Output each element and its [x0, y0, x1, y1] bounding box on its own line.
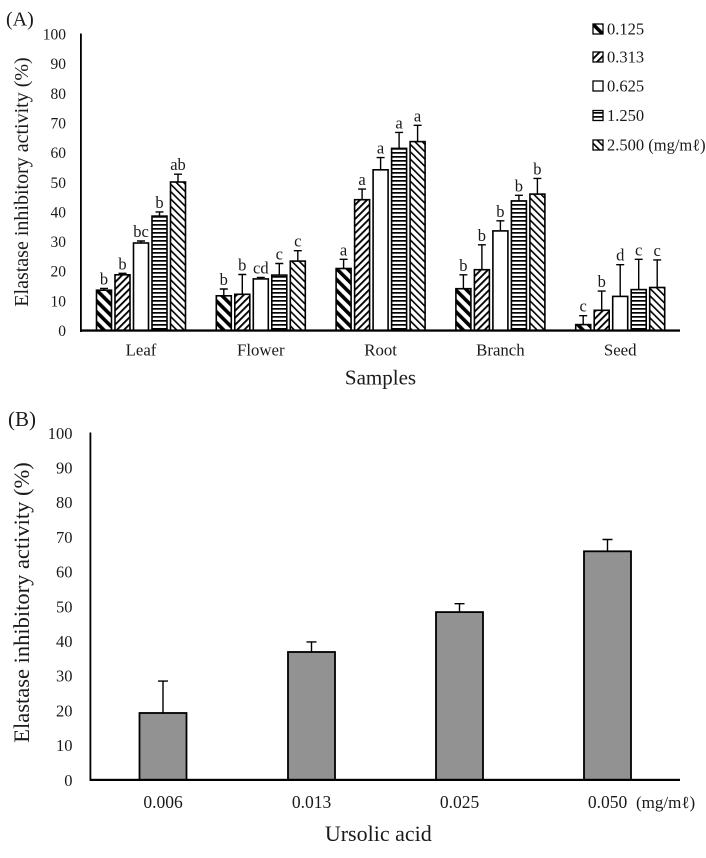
- svg-text:70: 70: [56, 528, 73, 547]
- svg-text:50: 50: [56, 597, 73, 616]
- svg-text:Branch: Branch: [476, 341, 525, 360]
- svg-text:2.500 (mg/mℓ): 2.500 (mg/mℓ): [607, 135, 706, 154]
- svg-text:Elastase inhibitory activity (: Elastase inhibitory activity (%): [11, 57, 33, 306]
- svg-text:b: b: [459, 256, 467, 275]
- svg-text:Root: Root: [364, 341, 397, 360]
- svg-text:d: d: [616, 246, 625, 265]
- svg-text:b: b: [100, 269, 108, 288]
- svg-text:c: c: [635, 240, 642, 259]
- svg-text:60: 60: [51, 145, 67, 162]
- svg-text:ab: ab: [170, 155, 186, 174]
- svg-text:50: 50: [51, 175, 67, 192]
- svg-text:Elastase inhibitory activity (: Elastase inhibitory activity (%): [9, 462, 34, 743]
- svg-text:a: a: [395, 113, 403, 132]
- svg-text:b: b: [515, 176, 523, 195]
- svg-text:0: 0: [64, 771, 72, 790]
- svg-text:30: 30: [56, 667, 73, 686]
- svg-text:b: b: [598, 272, 606, 291]
- svg-text:a: a: [340, 240, 348, 259]
- svg-text:80: 80: [56, 493, 73, 512]
- svg-text:a: a: [358, 170, 366, 189]
- svg-text:0.006: 0.006: [143, 792, 183, 812]
- svg-text:Flower: Flower: [237, 341, 285, 360]
- svg-text:Seed: Seed: [604, 341, 637, 360]
- svg-text:100: 100: [43, 27, 67, 44]
- svg-text:0.050: 0.050: [588, 792, 628, 812]
- svg-text:b: b: [533, 159, 541, 178]
- svg-text:60: 60: [56, 563, 73, 582]
- svg-text:0.025: 0.025: [440, 792, 480, 812]
- svg-text:40: 40: [51, 204, 67, 221]
- svg-text:90: 90: [56, 459, 73, 478]
- svg-text:c: c: [294, 232, 301, 251]
- svg-text:b: b: [118, 254, 126, 273]
- svg-text:bc: bc: [133, 222, 149, 241]
- svg-text:b: b: [220, 270, 228, 289]
- svg-text:10: 10: [51, 293, 67, 310]
- svg-text:Leaf: Leaf: [126, 341, 157, 360]
- svg-text:b: b: [478, 226, 486, 245]
- svg-text:a: a: [377, 139, 385, 158]
- svg-text:90: 90: [51, 56, 67, 73]
- svg-text:0.313: 0.313: [607, 47, 644, 66]
- svg-text:0: 0: [58, 323, 66, 340]
- svg-text:1.250: 1.250: [607, 106, 644, 125]
- svg-text:20: 20: [56, 701, 73, 720]
- svg-text:80: 80: [51, 86, 67, 103]
- svg-text:30: 30: [51, 234, 67, 251]
- svg-text:0.625: 0.625: [607, 76, 644, 95]
- svg-text:(mg/mℓ): (mg/mℓ): [636, 793, 695, 812]
- svg-text:b: b: [496, 202, 504, 221]
- svg-text:0.125: 0.125: [607, 19, 644, 38]
- svg-text:Ursolic acid: Ursolic acid: [325, 821, 432, 846]
- svg-text:40: 40: [56, 632, 73, 651]
- svg-text:Samples: Samples: [345, 366, 416, 390]
- svg-text:(B): (B): [8, 407, 36, 431]
- svg-text:0.013: 0.013: [292, 792, 332, 812]
- svg-text:b: b: [238, 256, 246, 275]
- svg-text:cd: cd: [253, 258, 269, 277]
- svg-text:c: c: [654, 241, 661, 260]
- svg-text:c: c: [276, 245, 283, 264]
- svg-text:10: 10: [56, 736, 73, 755]
- svg-text:b: b: [155, 193, 163, 212]
- svg-text:(A): (A): [6, 9, 34, 31]
- svg-text:c: c: [580, 297, 587, 316]
- svg-text:100: 100: [48, 424, 73, 443]
- svg-text:20: 20: [51, 264, 67, 281]
- svg-text:a: a: [414, 106, 422, 125]
- svg-text:70: 70: [51, 116, 67, 133]
